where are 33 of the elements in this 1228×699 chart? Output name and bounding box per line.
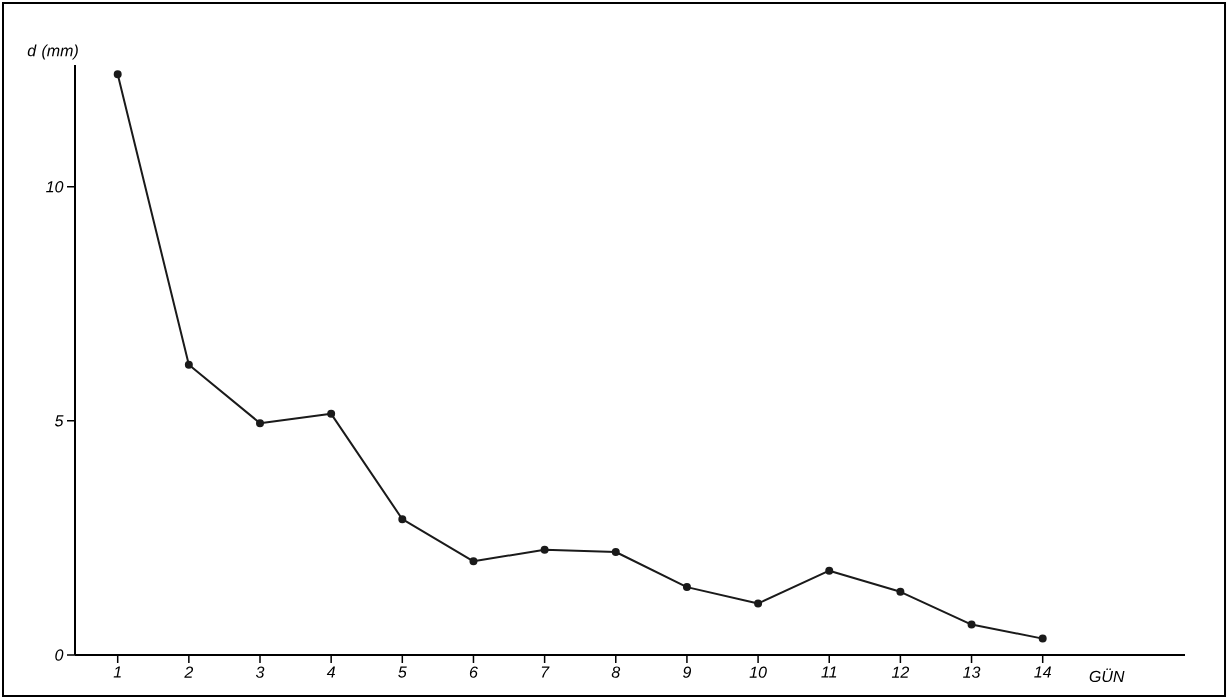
point — [896, 587, 905, 596]
point — [825, 566, 834, 575]
point — [469, 557, 478, 566]
x-tick-label: 1 — [113, 666, 121, 678]
x-tick-label: 7 — [541, 666, 550, 678]
y-tick-label: 0 — [55, 649, 64, 661]
x-tick-label: 5 — [398, 666, 407, 678]
x-tick-label: 9 — [683, 666, 692, 678]
x-tick-label: 14 — [1034, 666, 1051, 678]
point — [967, 620, 976, 629]
point — [327, 409, 336, 418]
x-tick-label: 2 — [184, 666, 194, 678]
point — [113, 70, 122, 79]
x-tick-label: 10 — [749, 666, 767, 678]
x-tick-label: 6 — [469, 666, 478, 678]
point — [611, 547, 620, 556]
x-tick-label: 11 — [821, 666, 837, 678]
x-tick-label: 12 — [891, 666, 910, 678]
x-tick-label: 3 — [255, 666, 265, 678]
point — [256, 419, 264, 428]
point — [540, 545, 549, 554]
point — [398, 515, 407, 524]
y-tick-label: 5 — [54, 415, 64, 427]
x-axis-title: GÜN — [1089, 668, 1125, 683]
x-tick-label: 4 — [326, 666, 335, 678]
point — [754, 599, 763, 608]
y-tick-label: 10 — [46, 181, 64, 193]
x-tick-label: 13 — [963, 666, 981, 678]
point — [682, 583, 691, 592]
point — [184, 360, 193, 369]
y-axis-title: d (mm) — [27, 44, 78, 60]
point — [1038, 634, 1047, 643]
x-tick-label: 8 — [611, 666, 621, 678]
